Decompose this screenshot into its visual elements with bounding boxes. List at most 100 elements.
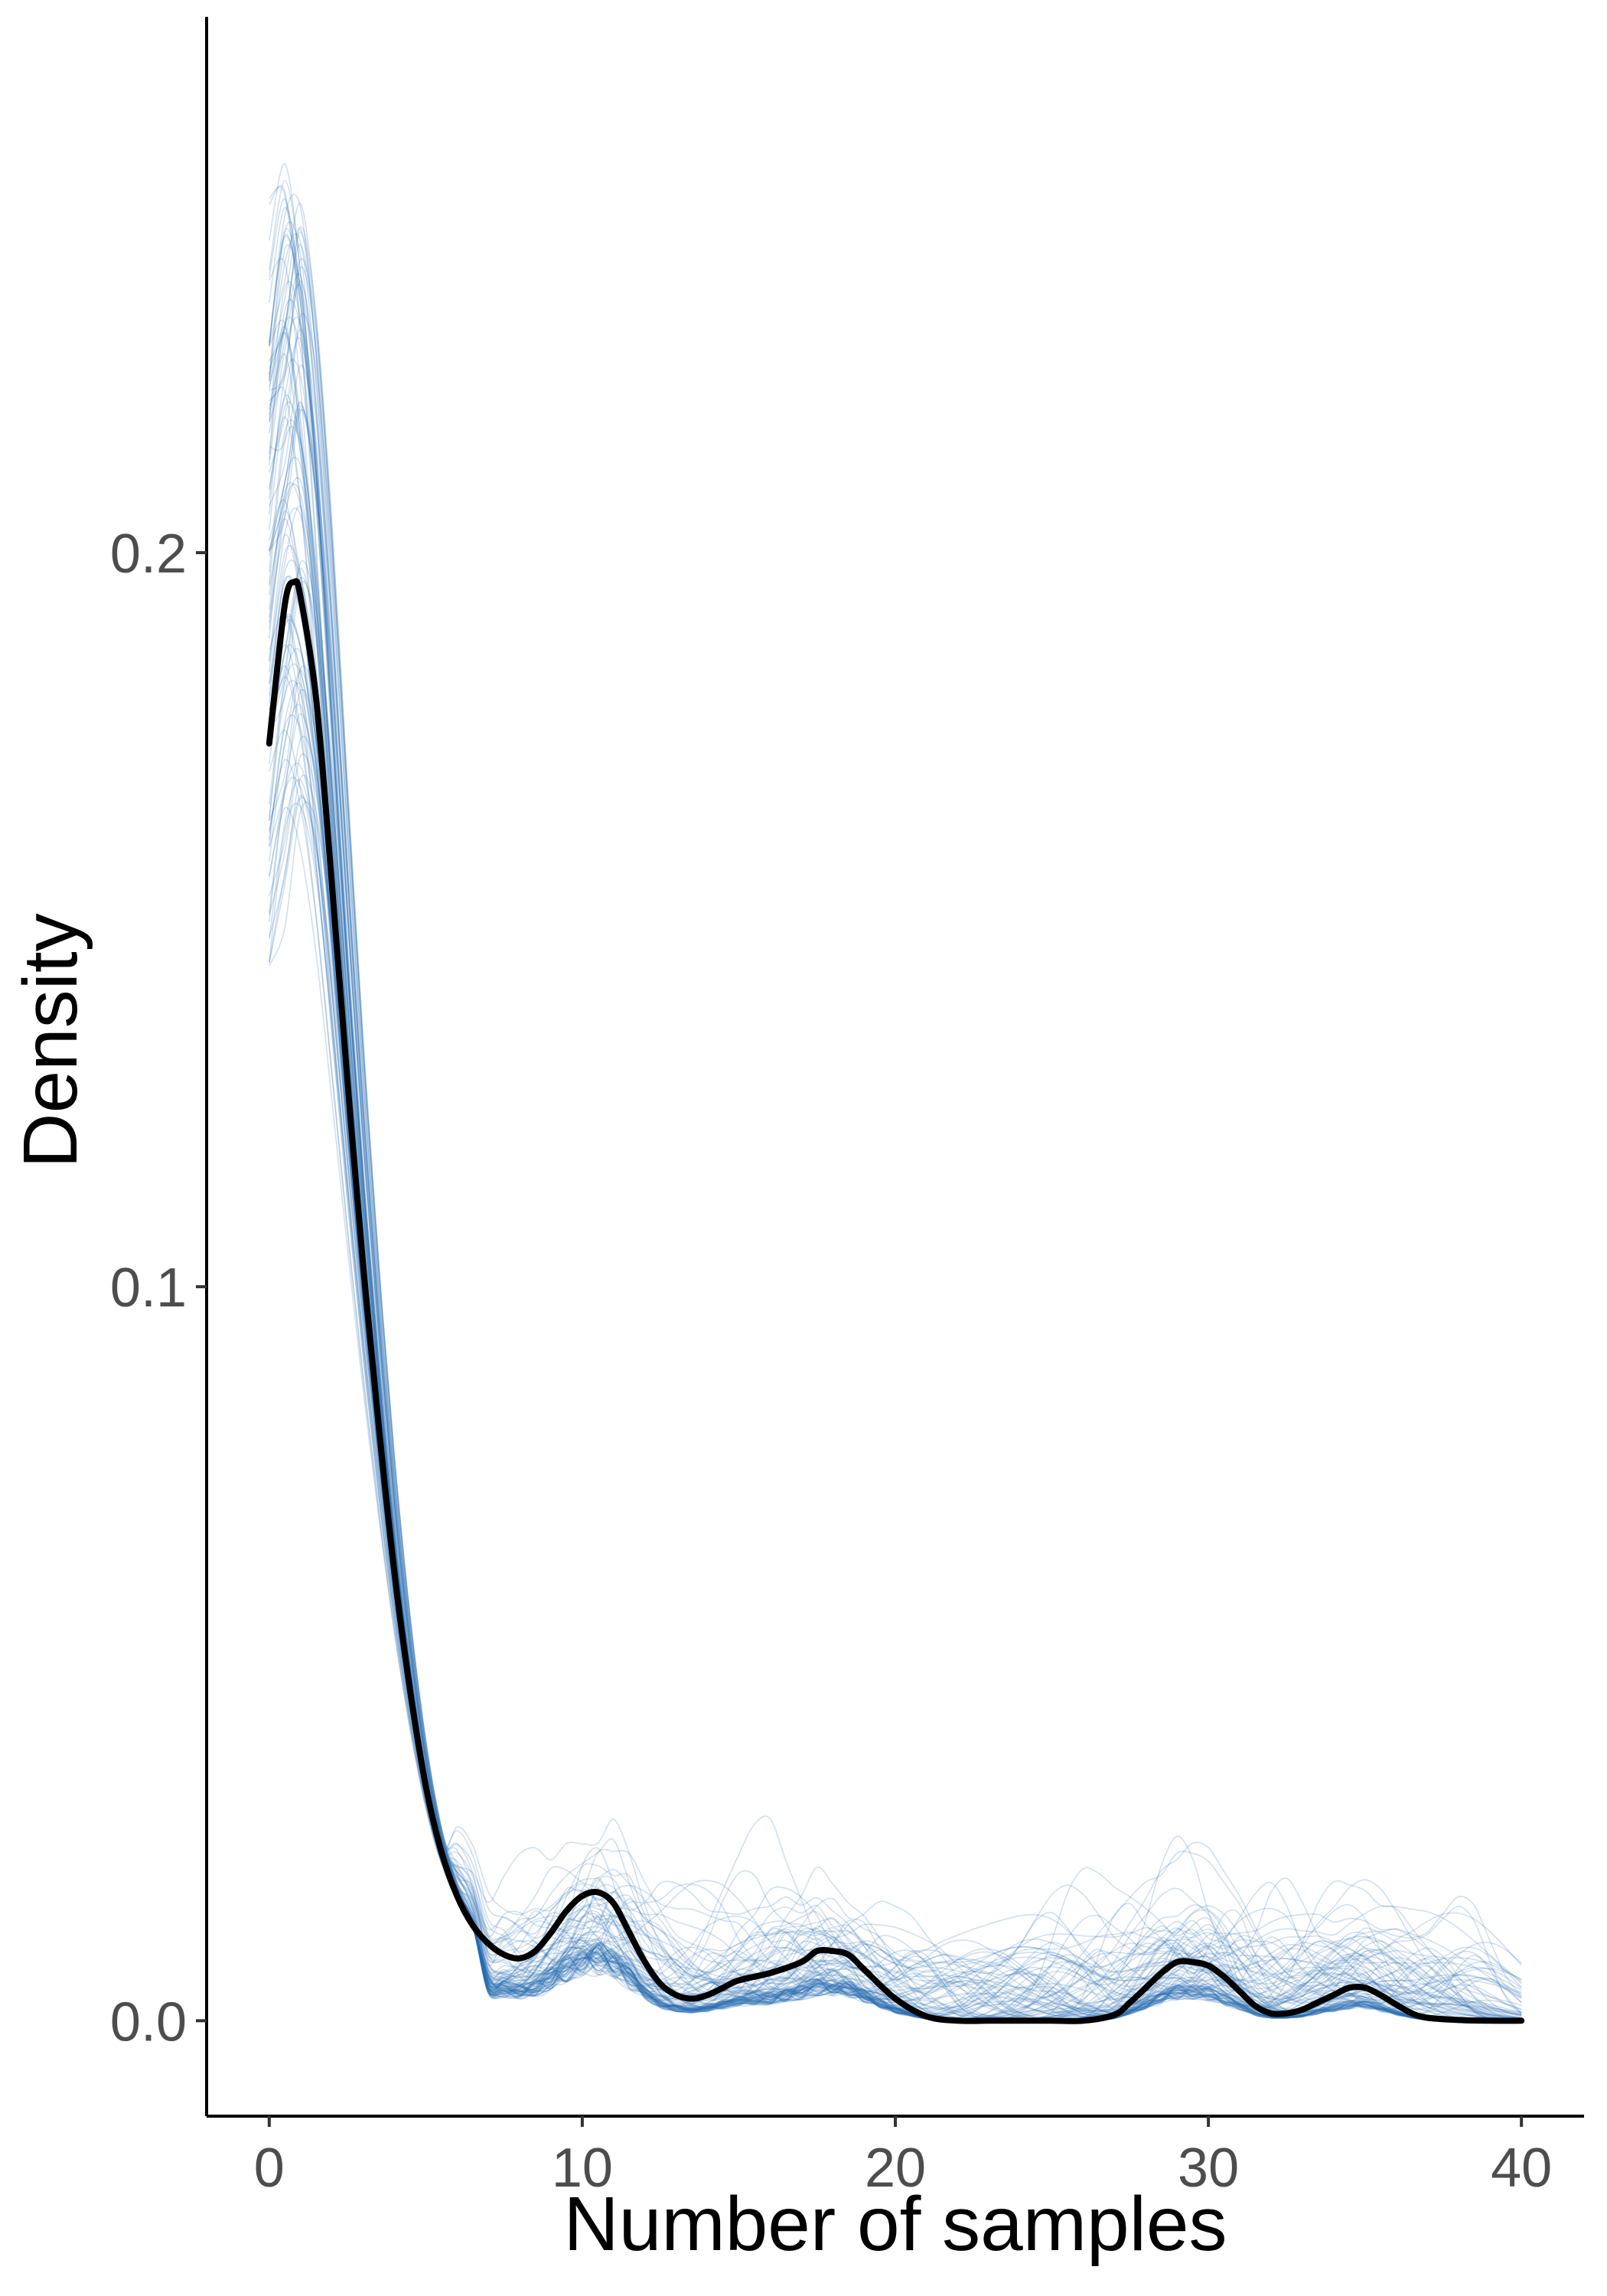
replicate-density-curve (269, 257, 1522, 2022)
replicate-density-curve (269, 581, 1522, 2022)
replicate-density-curve (269, 228, 1522, 2022)
y-axis-title: Density (8, 913, 93, 1168)
replicate-density-curve (269, 337, 1522, 2022)
x-tick-label: 30 (1178, 2138, 1239, 2199)
replicate-density-curve (269, 713, 1522, 2022)
replicate-density-curve (269, 676, 1522, 2022)
replicate-density-curve (269, 613, 1522, 2020)
replicate-density-curve (269, 184, 1522, 2022)
replicate-density-curve (269, 416, 1522, 2022)
replicate-density-curve (269, 778, 1522, 2022)
replicate-density-curve (269, 266, 1522, 2020)
replicate-density-curve (269, 689, 1522, 2022)
replicate-density-curve (269, 313, 1522, 2022)
replicate-density-curve (269, 233, 1522, 2022)
replicate-density-curve (269, 735, 1522, 2022)
replicate-density-curve (269, 615, 1522, 2020)
replicate-density-curve (269, 233, 1522, 2022)
replicate-density-curve (269, 231, 1522, 2019)
replicate-density-curve (269, 776, 1522, 2021)
replicate-density-curve (269, 179, 1522, 2022)
replicate-density-curve (269, 665, 1522, 2018)
replicate-density-curve (269, 644, 1522, 2021)
replicate-density-curve (269, 481, 1522, 2022)
replicate-density-curve (269, 235, 1522, 2022)
replicate-density-curve (269, 326, 1522, 2021)
x-tick-label: 10 (552, 2138, 613, 2199)
replicate-density-curve (269, 243, 1522, 2019)
replicate-density-curve (269, 670, 1522, 2022)
replicate-density-curve (269, 186, 1522, 2022)
replicate-density-curve (269, 226, 1522, 2021)
replicate-density-curve (269, 426, 1522, 2016)
replicate-density-curve (269, 401, 1522, 2022)
replicate-density-curve (269, 408, 1522, 2021)
replicate-density-curve (269, 575, 1522, 2014)
replicate-density-curves (269, 163, 1522, 2022)
replicate-density-curve (269, 227, 1522, 2022)
replicate-density-curve (269, 510, 1522, 2022)
x-axis-title: Number of samples (564, 2181, 1227, 2267)
replicate-density-curve (269, 703, 1522, 2022)
replicate-density-curve (269, 207, 1522, 2022)
replicate-density-curve (269, 613, 1522, 2022)
replicate-density-curve (269, 545, 1522, 2019)
replicate-density-curve (269, 729, 1522, 2018)
replicate-density-curve (269, 807, 1522, 2022)
replicate-density-curve (269, 257, 1522, 2022)
replicate-density-curve (269, 533, 1522, 2018)
replicate-density-curve (269, 281, 1522, 2022)
replicate-density-curve (269, 332, 1522, 2022)
replicate-density-curve (269, 680, 1522, 2022)
replicate-density-curve (269, 319, 1522, 2017)
replicate-density-curve (269, 507, 1522, 2017)
replicate-density-curve (269, 272, 1522, 2020)
replicate-density-curve (269, 517, 1522, 2017)
replicate-density-curve (269, 505, 1522, 2022)
replicate-density-curve (269, 283, 1522, 2022)
replicate-density-curve (269, 612, 1522, 2022)
replicate-density-curve (269, 775, 1522, 2022)
replicate-density-curve (269, 198, 1522, 2019)
replicate-density-curve (269, 477, 1522, 2021)
replicate-density-curve (269, 353, 1522, 2022)
replicate-density-curve (269, 560, 1522, 2020)
x-tick-label: 40 (1491, 2138, 1552, 2199)
replicate-density-curve (269, 665, 1522, 2022)
y-axis-ticks: 0.0 0.1 0.2 (110, 523, 207, 2053)
replicate-density-curve (269, 406, 1522, 2020)
replicate-density-curve (269, 483, 1522, 2022)
replicate-density-curve (269, 644, 1522, 2021)
replicate-density-curve (269, 316, 1522, 2022)
replicate-density-curve (269, 419, 1522, 2021)
replicate-density-curve (269, 456, 1522, 2022)
replicate-density-curve (269, 401, 1522, 2011)
replicate-density-curve (269, 585, 1522, 2020)
replicate-density-curve (269, 499, 1522, 2022)
x-axis-ticks: 0 10 20 30 40 (254, 2116, 1552, 2199)
replicate-density-curve (269, 194, 1522, 2022)
replicate-density-curve (269, 559, 1522, 2022)
replicate-density-curve (269, 619, 1522, 2022)
replicate-density-curve (269, 664, 1522, 2022)
replicate-density-curve (269, 576, 1522, 2022)
replicate-density-curve (269, 801, 1522, 2022)
replicate-density-curve (269, 316, 1522, 2020)
replicate-density-curve (269, 794, 1522, 2022)
replicate-density-curve (269, 682, 1522, 2022)
replicate-density-curve (269, 163, 1522, 2017)
x-tick-label: 0 (254, 2138, 285, 2199)
replicate-density-curve (269, 221, 1522, 2022)
x-tick-label: 20 (865, 2138, 926, 2199)
replicate-density-curve (269, 409, 1522, 2022)
replicate-density-curve (269, 359, 1522, 2022)
replicate-density-curve (269, 280, 1522, 2022)
replicate-density-curve (269, 762, 1522, 2022)
replicate-density-curve (269, 244, 1522, 2022)
replicate-density-curve (269, 758, 1522, 2022)
replicate-density-curve (269, 753, 1522, 2022)
replicate-density-curve (269, 386, 1522, 2022)
y-tick-label: 0.0 (110, 1991, 187, 2053)
replicate-density-curve (269, 331, 1522, 2021)
